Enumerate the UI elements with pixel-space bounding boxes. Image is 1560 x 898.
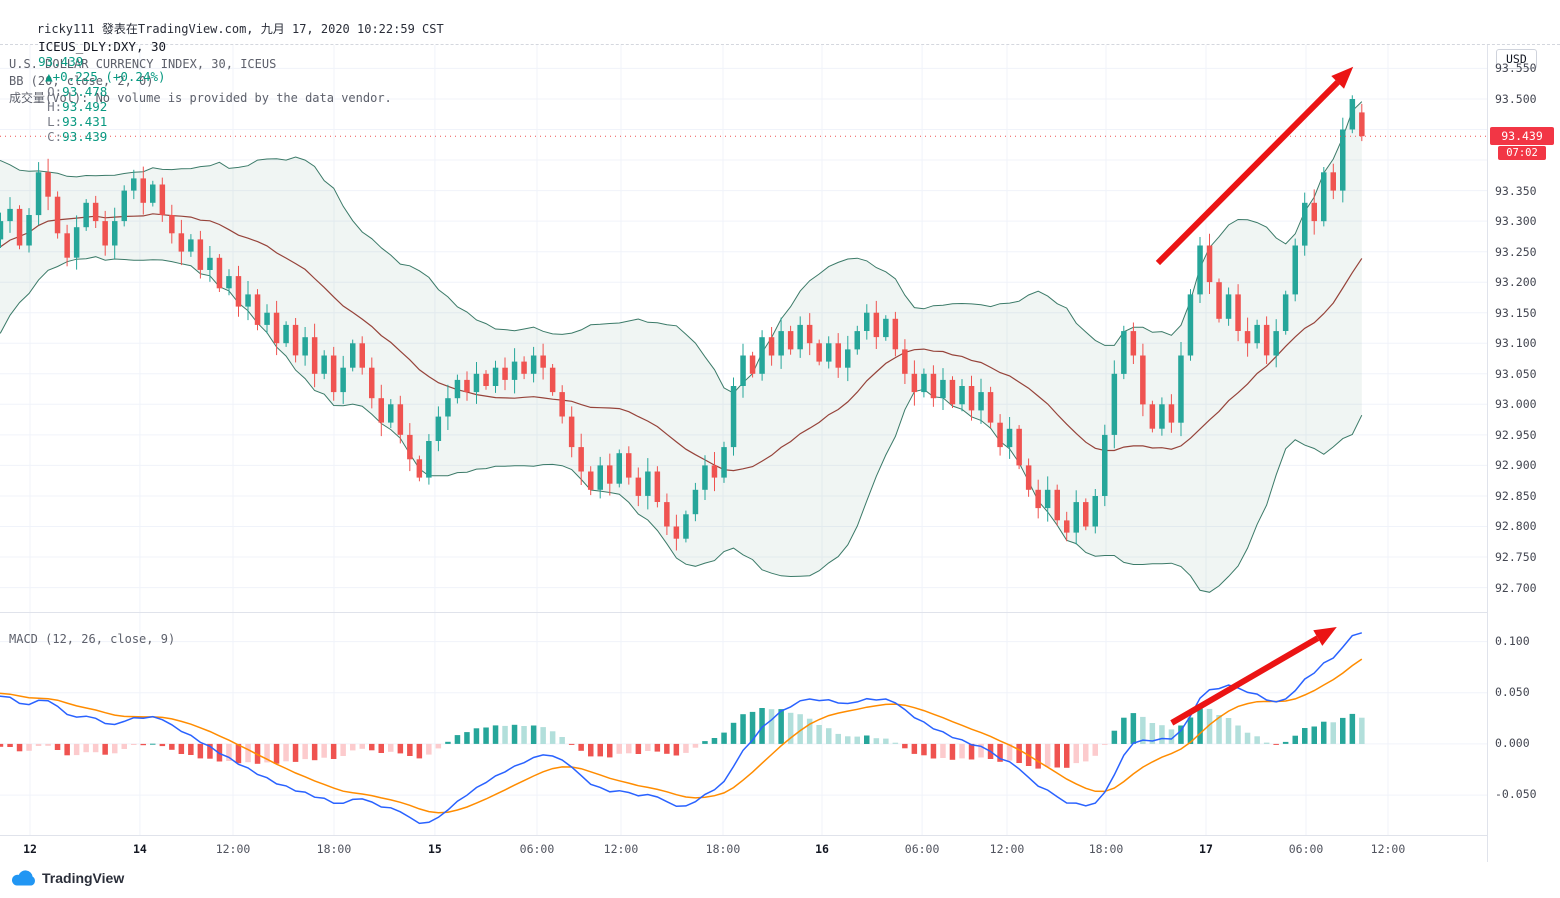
chart-area: U.S. DOLLAR CURRENCY INDEX, 30, ICEUS BB… xyxy=(0,44,1487,836)
time-tick-label: 12:00 xyxy=(989,842,1025,856)
time-tick-label: 06:00 xyxy=(1288,842,1324,856)
price-tick-label: 93.500 xyxy=(1495,91,1537,106)
time-tick-label: 12:00 xyxy=(215,842,251,856)
candles xyxy=(0,95,1365,551)
price-tick-label: 93.200 xyxy=(1495,275,1537,290)
ohlc-close: C:93.439 xyxy=(47,129,108,144)
time-tick-label: 15 xyxy=(428,842,442,856)
last-price-badge: 93.439 xyxy=(1490,127,1554,146)
byline: ricky111 發表在TradingView.com, 九月 17, 2020… xyxy=(8,6,444,51)
price-tick-label: 92.800 xyxy=(1495,519,1537,534)
price-tick-label: 92.750 xyxy=(1495,550,1537,565)
bb-upper-band xyxy=(0,101,1363,394)
header: ricky111 發表在TradingView.com, 九月 17, 2020… xyxy=(0,0,1560,144)
time-tick-label: 18:00 xyxy=(316,842,352,856)
price-tick-label: 92.850 xyxy=(1495,488,1537,503)
currency-badge[interactable]: USD xyxy=(1496,49,1537,69)
candlestick-bollinger-chart xyxy=(0,44,1487,612)
ohlc-high: H:93.492 xyxy=(47,99,108,114)
tradingview-brand-text: TradingView xyxy=(42,870,125,886)
byline-username[interactable]: ricky111 xyxy=(36,22,95,36)
time-tick-label: 18:00 xyxy=(1088,842,1124,856)
last-price-value: 93.439 xyxy=(38,54,84,69)
time-tick-label: 16 xyxy=(815,842,829,856)
bb-fill xyxy=(0,101,1362,593)
time-tick-label: 06:00 xyxy=(519,842,555,856)
price-tick-label: 93.550 xyxy=(1495,61,1537,76)
main-grid xyxy=(0,44,1487,612)
price-axis[interactable]: USD 93.439 07:02 93.550 93.500 93.350 93.30… xyxy=(1487,44,1560,862)
price-tick-label: 93.250 xyxy=(1495,244,1537,259)
bb-indicator-legend[interactable]: BB (20, close, 2, 0) xyxy=(9,74,154,88)
macd-tick-label: 0.000 xyxy=(1495,735,1530,750)
price-tick-label: 92.700 xyxy=(1495,580,1537,595)
time-tick-label: 18:00 xyxy=(705,842,741,856)
price-tick-label: 93.050 xyxy=(1495,366,1537,381)
macd-pane[interactable]: MACD (12, 26, close, 9) xyxy=(0,612,1487,836)
symbol-legend[interactable]: U.S. DOLLAR CURRENCY INDEX, 30, ICEUS xyxy=(9,57,277,71)
main-price-pane[interactable]: U.S. DOLLAR CURRENCY INDEX, 30, ICEUS BB… xyxy=(0,44,1487,612)
price-tick-label: 93.150 xyxy=(1495,305,1537,320)
time-tick-label: 12 xyxy=(23,842,37,856)
macd-tick-label: -0.050 xyxy=(1495,787,1537,802)
time-tick-label: 17 xyxy=(1199,842,1213,856)
byline-text: 發表在TradingView.com, 九月 17, 2020 10:22:59… xyxy=(94,22,444,36)
macd-chart xyxy=(0,613,1487,836)
trend-arrow xyxy=(1155,66,1354,266)
price-tick-label: 92.900 xyxy=(1495,458,1537,473)
price-tick-label: 93.350 xyxy=(1495,183,1537,198)
price-tick-label: 92.950 xyxy=(1495,427,1537,442)
time-tick-label: 12:00 xyxy=(603,842,639,856)
symbol-title: ICEUS_DLY:DXY, 30 xyxy=(38,39,167,54)
footer: TradingView xyxy=(0,862,1560,898)
time-tick-label: 12:00 xyxy=(1370,842,1406,856)
price-tick-label: 93.100 xyxy=(1495,336,1537,351)
ohlc-open: O:93.478 xyxy=(47,84,108,99)
time-tick-label: 14 xyxy=(132,842,147,856)
price-tick-label: 93.000 xyxy=(1495,397,1537,412)
time-axis[interactable]: 12 14 12:00 18:00 15 06:00 12:00 18:00 16 06:00 12… xyxy=(0,835,1487,863)
macd-tick-label: 0.050 xyxy=(1495,684,1530,699)
macd-histogram xyxy=(0,708,1365,769)
macd-signal-line xyxy=(0,658,1363,814)
price-change: ▲+0.225 (+0.24%) xyxy=(45,69,166,84)
tradingview-logo[interactable]: TradingView xyxy=(10,869,124,887)
price-tick-label: 93.300 xyxy=(1495,214,1537,229)
volume-indicator-legend[interactable]: 成交量(Vol): No volume is provided by the d… xyxy=(9,91,392,105)
bar-countdown-badge: 07:02 xyxy=(1498,146,1546,161)
macd-tick-label: 0.100 xyxy=(1495,633,1530,648)
trend-arrow xyxy=(1170,627,1337,726)
time-tick-label: 06:00 xyxy=(904,842,940,856)
macd-indicator-legend[interactable]: MACD (12, 26, close, 9) xyxy=(9,632,176,646)
ohlc-low: L:93.431 xyxy=(47,114,108,129)
tradingview-cloud-icon xyxy=(11,870,35,886)
macd-line xyxy=(0,632,1363,825)
symbol-info-bar: ICEUS_DLY:DXY, 30 93.439 ▲+0.225 (+0.24%… xyxy=(8,24,166,159)
